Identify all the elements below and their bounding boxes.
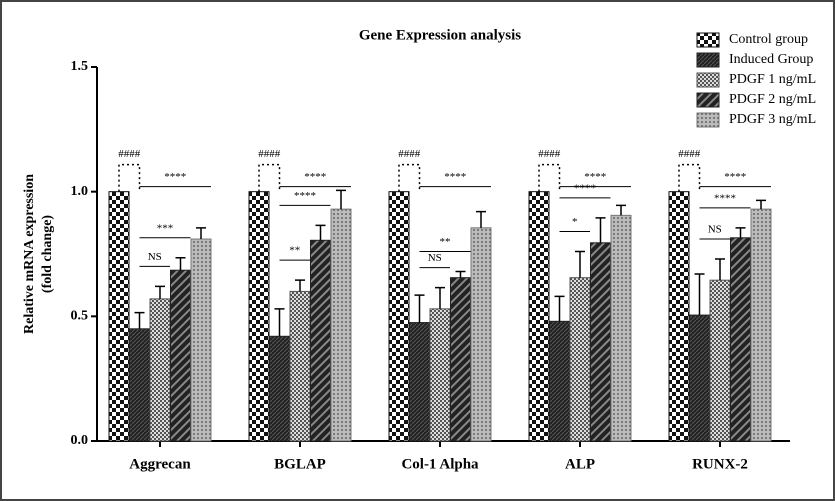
significance-bracket [538, 163, 561, 192]
significance-label: NS [428, 252, 442, 264]
bar [388, 191, 410, 442]
x-tick-label: Aggrecan [129, 456, 191, 472]
significance-label: #### [538, 148, 561, 160]
significance-label: #### [258, 148, 281, 160]
significance-label: **** [304, 171, 326, 183]
y-axis-label: Relative mRNA expression [22, 174, 37, 334]
significance-label: **** [714, 192, 736, 204]
bar [610, 214, 632, 442]
error-bar [336, 189, 346, 210]
legend-label: PDGF 2 ng/mL [729, 92, 816, 107]
error-bar [595, 217, 606, 243]
bar [668, 191, 690, 442]
legend-swatch [696, 112, 720, 128]
significance-bracket [258, 163, 281, 192]
significance-label: **** [724, 171, 746, 183]
x-tick-label: ALP [565, 456, 595, 472]
significance-label: #### [118, 148, 141, 160]
bar [269, 335, 290, 442]
significance-label: #### [398, 148, 421, 160]
bar [190, 238, 212, 442]
significance-label: #### [678, 148, 701, 160]
bar [549, 320, 570, 442]
significance-label: **** [444, 171, 466, 183]
error-bar [715, 258, 725, 281]
significance-label: **** [164, 171, 186, 183]
error-bar [476, 210, 486, 228]
error-bar [554, 295, 565, 322]
error-bar [455, 270, 466, 278]
bar [310, 239, 331, 442]
y-tick-label: 1.0 [71, 184, 89, 199]
legend-swatch [696, 72, 720, 88]
error-bar [196, 227, 206, 240]
bar [569, 277, 591, 442]
bar [730, 237, 751, 442]
y-axis-label: (fold change) [40, 215, 55, 294]
bar [149, 298, 171, 442]
significance-label: **** [584, 171, 606, 183]
legend-label: Induced Group [729, 52, 813, 67]
x-tick-label: BGLAP [274, 456, 326, 472]
bar [330, 208, 352, 442]
significance-label: NS [708, 224, 722, 236]
bar [108, 191, 130, 442]
bar [590, 242, 611, 442]
bar [129, 328, 150, 442]
error-bar [735, 227, 746, 238]
significance-label: **** [294, 190, 316, 202]
bar [528, 191, 550, 442]
bar [450, 277, 471, 442]
significance-label: **** [574, 182, 596, 194]
error-bar [616, 204, 626, 216]
error-bar [295, 279, 305, 292]
error-bar [414, 294, 425, 323]
bar [709, 279, 731, 442]
error-bar [756, 199, 766, 210]
error-bar [274, 308, 285, 337]
legend-label: PDGF 1 ng/mL [729, 72, 816, 87]
significance-label: * [572, 216, 578, 228]
bar [248, 191, 270, 442]
error-bar [155, 285, 165, 299]
error-bar [134, 311, 145, 329]
significance-bracket [678, 163, 701, 192]
bar [409, 322, 430, 442]
error-bar [435, 286, 445, 309]
bar [470, 227, 492, 442]
legend-swatch [696, 32, 720, 48]
chart-title: Gene Expression analysis [359, 27, 521, 43]
bar [689, 314, 710, 442]
bar [429, 308, 451, 442]
legend-label: PDGF 3 ng/mL [729, 112, 816, 127]
significance-label: ** [440, 236, 451, 248]
bar [289, 290, 311, 442]
y-tick-label: 0.0 [71, 433, 89, 448]
error-bar [575, 250, 585, 278]
significance-bracket [398, 163, 421, 192]
significance-label: ** [289, 245, 300, 257]
legend-label: Control group [729, 32, 808, 47]
significance-label: NS [148, 251, 162, 263]
error-bar [694, 273, 705, 316]
legend-swatch [696, 52, 720, 68]
bar [750, 208, 772, 442]
y-tick-label: 1.5 [71, 59, 89, 74]
error-bar [315, 224, 326, 241]
bar [170, 269, 191, 442]
x-tick-label: RUNX-2 [692, 456, 748, 472]
x-tick-label: Col-1 Alpha [401, 456, 479, 472]
error-bar [175, 256, 186, 271]
significance-label: *** [157, 222, 174, 234]
significance-bracket [118, 163, 141, 192]
legend-swatch [696, 92, 720, 108]
y-tick-label: 0.5 [71, 309, 89, 324]
